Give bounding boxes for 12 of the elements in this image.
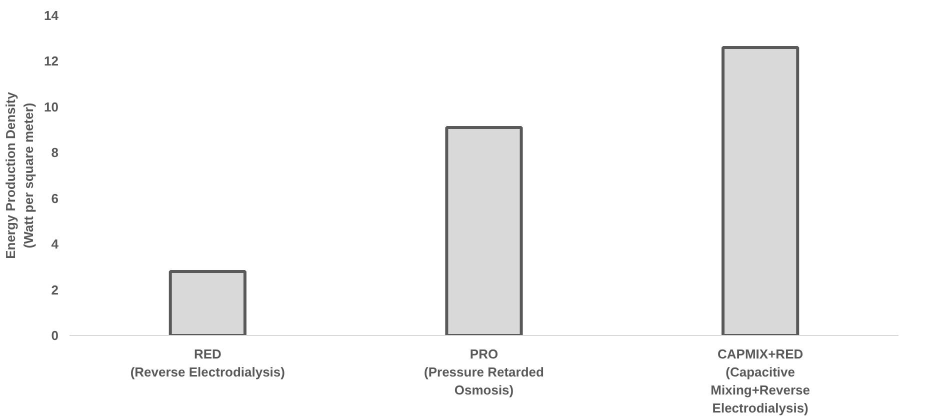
y-tick-label: 2 xyxy=(51,282,59,298)
y-tick-label: 8 xyxy=(51,145,59,160)
y-tick-label: 6 xyxy=(51,190,59,206)
y-tick-label: 12 xyxy=(44,54,59,69)
y-tick-label: 10 xyxy=(44,99,59,114)
y-tick-label: 4 xyxy=(51,236,60,252)
y-tick-label: 14 xyxy=(44,8,60,23)
x-tick-label: RED (Reverse Electrodialysis) xyxy=(130,346,285,380)
y-tick-label: 0 xyxy=(51,328,59,343)
x-tick-label: PRO (Pressure Retarded Osmosis) xyxy=(424,346,544,398)
y-axis-title: Energy Production Density (Watt per square meter) xyxy=(3,91,36,259)
x-tick-label: CAPMIX+RED (Capacitive Mixing+Reverse Electrodialysis) xyxy=(710,346,810,416)
